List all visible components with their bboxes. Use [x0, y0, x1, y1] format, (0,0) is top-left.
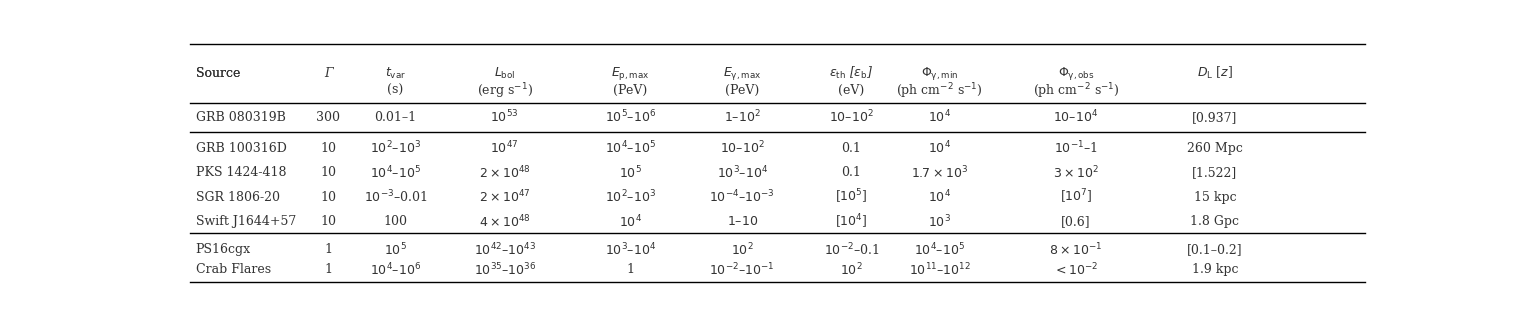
- Text: 1.8 Gpc: 1.8 Gpc: [1191, 215, 1239, 228]
- Text: SGR 1806-20: SGR 1806-20: [196, 191, 279, 204]
- Text: $10^{4}$–$10^{5}$: $10^{4}$–$10^{5}$: [915, 242, 965, 258]
- Text: $4 \times 10^{48}$: $4 \times 10^{48}$: [479, 213, 531, 230]
- Text: Γ: Γ: [325, 67, 332, 80]
- Text: $10^{2}$: $10^{2}$: [731, 242, 754, 258]
- Text: $3 \times 10^{2}$: $3 \times 10^{2}$: [1053, 165, 1098, 181]
- Text: $10^{5}$: $10^{5}$: [384, 242, 407, 258]
- Text: $\Phi_{\rm \gamma,min}$: $\Phi_{\rm \gamma,min}$: [921, 65, 959, 82]
- Text: $10^{2}$: $10^{2}$: [840, 261, 863, 278]
- Text: $2 \times 10^{48}$: $2 \times 10^{48}$: [479, 165, 531, 181]
- Text: $10^{3}$: $10^{3}$: [928, 213, 951, 230]
- Text: GRB 100316D: GRB 100316D: [196, 142, 287, 155]
- Text: 1: 1: [627, 263, 634, 276]
- Text: PKS 1424-418: PKS 1424-418: [196, 166, 287, 179]
- Text: $1$–$10^{2}$: $1$–$10^{2}$: [724, 109, 760, 126]
- Text: $10^{5}$: $10^{5}$: [619, 165, 642, 181]
- Text: $10^{-2}$–0.1: $10^{-2}$–0.1: [824, 242, 880, 258]
- Text: PS16cgx: PS16cgx: [196, 243, 250, 256]
- Text: (s): (s): [387, 84, 404, 97]
- Text: (PeV): (PeV): [725, 84, 760, 97]
- Text: $10^{4}$–$10^{6}$: $10^{4}$–$10^{6}$: [370, 261, 422, 278]
- Text: (eV): (eV): [839, 84, 865, 97]
- Text: $8 \times 10^{-1}$: $8 \times 10^{-1}$: [1050, 242, 1103, 258]
- Text: $10^{-2}$–$10^{-1}$: $10^{-2}$–$10^{-1}$: [710, 261, 775, 278]
- Text: $10^{-1}$–1: $10^{-1}$–1: [1054, 140, 1098, 156]
- Text: 10: 10: [320, 191, 337, 204]
- Text: $10^{4}$: $10^{4}$: [928, 189, 951, 205]
- Text: 1.9 kpc: 1.9 kpc: [1191, 263, 1238, 276]
- Text: $10$–$10^{2}$: $10$–$10^{2}$: [719, 140, 765, 156]
- Text: $10^{5}$–$10^{6}$: $10^{5}$–$10^{6}$: [605, 109, 657, 126]
- Text: $E_{\rm \gamma,max}$: $E_{\rm \gamma,max}$: [724, 65, 762, 82]
- Text: $10^{47}$: $10^{47}$: [490, 140, 519, 156]
- Text: $10$–$10^{4}$: $10$–$10^{4}$: [1053, 109, 1098, 126]
- Text: $10^{42}$–$10^{43}$: $10^{42}$–$10^{43}$: [473, 242, 536, 258]
- Text: $10^{3}$–$10^{4}$: $10^{3}$–$10^{4}$: [716, 165, 768, 181]
- Text: $10$–$10^{2}$: $10$–$10^{2}$: [830, 109, 874, 126]
- Text: 10: 10: [320, 215, 337, 228]
- Text: Source: Source: [196, 67, 240, 80]
- Text: $L_{\rm bol}$: $L_{\rm bol}$: [495, 66, 516, 81]
- Text: $<$$10^{-2}$: $<$$10^{-2}$: [1053, 261, 1098, 278]
- Text: $10^{3}$–$10^{4}$: $10^{3}$–$10^{4}$: [605, 242, 657, 258]
- Text: 1: 1: [325, 243, 332, 256]
- Text: GRB 080319B: GRB 080319B: [196, 111, 285, 124]
- Text: (ph cm$^{-2}$ s$^{-1}$): (ph cm$^{-2}$ s$^{-1}$): [1033, 81, 1120, 100]
- Text: 0.01–1: 0.01–1: [375, 111, 417, 124]
- Text: 1: 1: [325, 263, 332, 276]
- Text: (PeV): (PeV): [613, 84, 648, 97]
- Text: $1.7 \times 10^{3}$: $1.7 \times 10^{3}$: [912, 165, 968, 181]
- Text: $10^{4}$–$10^{5}$: $10^{4}$–$10^{5}$: [370, 165, 420, 181]
- Text: [$10^{5}$]: [$10^{5}$]: [836, 188, 868, 206]
- Text: $10^{-4}$–$10^{-3}$: $10^{-4}$–$10^{-3}$: [710, 189, 775, 205]
- Text: $10^{4}$–$10^{5}$: $10^{4}$–$10^{5}$: [605, 140, 655, 156]
- Text: 0.1: 0.1: [842, 166, 862, 179]
- Text: 260 Mpc: 260 Mpc: [1186, 142, 1242, 155]
- Text: $D_{\rm L}$ [$z$]: $D_{\rm L}$ [$z$]: [1197, 65, 1233, 81]
- Text: $10^{2}$–$10^{3}$: $10^{2}$–$10^{3}$: [605, 189, 655, 205]
- Text: $10^{35}$–$10^{36}$: $10^{35}$–$10^{36}$: [473, 261, 536, 278]
- Text: (ph cm$^{-2}$ s$^{-1}$): (ph cm$^{-2}$ s$^{-1}$): [897, 81, 983, 100]
- Text: Crab Flares: Crab Flares: [196, 263, 270, 276]
- Text: $1$–$10$: $1$–$10$: [727, 215, 758, 228]
- Text: 15 kpc: 15 kpc: [1194, 191, 1236, 204]
- Text: 0.1: 0.1: [842, 142, 862, 155]
- Text: [0.1–0.2]: [0.1–0.2]: [1186, 243, 1242, 256]
- Text: $2 \times 10^{47}$: $2 \times 10^{47}$: [479, 189, 531, 205]
- Text: $10^{53}$: $10^{53}$: [490, 109, 519, 126]
- Text: 300: 300: [317, 111, 340, 124]
- Text: Swift J1644+57: Swift J1644+57: [196, 215, 296, 228]
- Text: Source: Source: [196, 67, 240, 80]
- Text: $10^{4}$: $10^{4}$: [619, 213, 642, 230]
- Text: [$10^{7}$]: [$10^{7}$]: [1060, 188, 1092, 206]
- Text: 10: 10: [320, 142, 337, 155]
- Text: [1.522]: [1.522]: [1192, 166, 1238, 179]
- Text: [$10^{4}$]: [$10^{4}$]: [836, 213, 868, 231]
- Text: [0.6]: [0.6]: [1062, 215, 1091, 228]
- Text: [0.937]: [0.937]: [1192, 111, 1238, 124]
- Text: $10^{-3}$–0.01: $10^{-3}$–0.01: [364, 189, 428, 205]
- Text: $E_{\rm p,max}$: $E_{\rm p,max}$: [611, 65, 649, 82]
- Text: (erg s$^{-1}$): (erg s$^{-1}$): [476, 81, 532, 100]
- Text: 100: 100: [384, 215, 408, 228]
- Text: $10^{4}$: $10^{4}$: [928, 109, 951, 126]
- Text: $\epsilon_{\rm th}$ [$\epsilon_{\rm b}$]: $\epsilon_{\rm th}$ [$\epsilon_{\rm b}$]: [830, 65, 874, 81]
- Text: $t_{\rm var}$: $t_{\rm var}$: [385, 66, 407, 81]
- Text: $\Phi_{\rm \gamma,obs}$: $\Phi_{\rm \gamma,obs}$: [1057, 65, 1094, 82]
- Text: 10: 10: [320, 166, 337, 179]
- Text: $10^{11}$–$10^{12}$: $10^{11}$–$10^{12}$: [909, 261, 971, 278]
- Text: $10^{4}$: $10^{4}$: [928, 140, 951, 156]
- Text: $10^{2}$–$10^{3}$: $10^{2}$–$10^{3}$: [370, 140, 420, 156]
